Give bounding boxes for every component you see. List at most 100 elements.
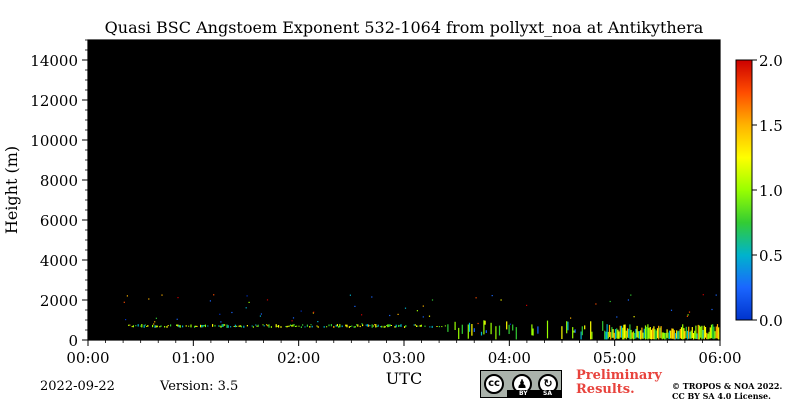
signal-segment <box>642 332 644 339</box>
signal-point <box>259 315 261 317</box>
signal-segment <box>221 324 223 327</box>
signal-point <box>213 294 215 296</box>
signal-point <box>148 298 150 300</box>
copyright-line-1: © TROPOS & NOA 2022. <box>672 381 783 391</box>
signal-segment <box>356 324 358 326</box>
signal-segment <box>398 324 400 327</box>
y-tick-label: 12000 <box>30 92 78 110</box>
signal-segment <box>644 325 647 340</box>
signal-segment <box>351 325 353 327</box>
signal-segment <box>243 325 245 328</box>
attribution-icon: ♟ <box>512 374 532 394</box>
signal-segment <box>268 324 270 328</box>
version-label: Version: 3.5 <box>160 379 239 394</box>
signal-segment <box>573 330 575 333</box>
sa-label: SA <box>543 390 552 397</box>
signal-segment <box>591 331 593 340</box>
signal-segment <box>234 324 236 328</box>
signal-segment <box>438 326 440 328</box>
signal-segment <box>495 326 497 340</box>
signal-segment <box>508 324 510 334</box>
signal-point <box>125 319 127 321</box>
signal-point <box>354 305 356 307</box>
signal-segment <box>204 324 206 328</box>
preliminary-notice: Preliminary Results. <box>576 369 662 397</box>
signal-point <box>416 310 418 312</box>
signal-point <box>670 309 673 311</box>
signal-segment <box>661 332 663 340</box>
signal-point <box>687 314 689 316</box>
signal-segment <box>276 325 278 327</box>
signal-segment <box>368 324 370 327</box>
cc-license-badge[interactable]: cc ♟ ↻ BY SA <box>480 370 562 398</box>
signal-point <box>266 299 269 301</box>
signal-segment <box>658 325 660 340</box>
signal-segment <box>388 324 390 327</box>
signal-segment <box>628 328 630 339</box>
signal-segment <box>626 328 629 338</box>
signal-segment <box>414 324 416 326</box>
signal-segment <box>341 325 343 328</box>
signal-point <box>422 316 424 318</box>
signal-segment <box>270 326 272 328</box>
signal-segment <box>366 324 368 327</box>
signal-segment <box>369 325 371 327</box>
signal-segment <box>653 326 655 340</box>
signal-segment <box>176 324 178 326</box>
license-strip: BY SA <box>507 390 562 397</box>
signal-segment <box>354 326 356 328</box>
signal-segment <box>650 329 653 340</box>
signal-segment <box>631 332 633 339</box>
signal-segment <box>164 326 166 328</box>
signal-point <box>161 294 163 296</box>
signal-segment <box>179 325 181 328</box>
signal-segment <box>691 327 693 339</box>
signal-segment <box>441 326 443 328</box>
signal-segment <box>293 324 295 326</box>
signal-segment <box>275 324 277 328</box>
signal-segment <box>224 324 226 326</box>
signal-segment <box>152 324 154 328</box>
signal-segment <box>194 325 196 328</box>
signal-segment <box>618 331 620 339</box>
signal-point <box>404 307 407 309</box>
signal-segment <box>656 328 659 339</box>
signal-segment <box>590 321 592 340</box>
preliminary-line-2: Results. <box>576 382 635 397</box>
signal-segment <box>280 326 282 328</box>
signal-segment <box>666 329 668 338</box>
signal-segment <box>188 325 190 327</box>
signal-segment <box>682 324 684 340</box>
signal-point <box>260 313 262 315</box>
signal-segment <box>338 326 340 328</box>
signal-segment <box>671 328 673 339</box>
plot-area <box>88 40 720 340</box>
signal-segment <box>490 322 492 335</box>
signal-segment <box>623 324 625 340</box>
signal-segment <box>348 326 350 328</box>
signal-segment <box>376 326 378 328</box>
signal-segment <box>288 325 290 327</box>
signal-segment <box>309 326 311 328</box>
signal-segment <box>292 324 294 327</box>
signal-segment <box>263 325 265 327</box>
signal-segment <box>291 325 293 327</box>
y-axis-label: Height (m) <box>2 146 21 234</box>
signal-segment <box>381 325 383 328</box>
signal-segment <box>471 324 473 336</box>
signal-segment <box>662 332 665 339</box>
y-tick-label: 4000 <box>40 252 78 270</box>
signal-point <box>361 323 363 325</box>
signal-segment <box>696 333 698 339</box>
x-tick-label: 04:00 <box>488 349 531 367</box>
signal-point <box>616 316 618 318</box>
signal-segment <box>203 325 205 326</box>
copyright-notice: © TROPOS & NOA 2022. CC BY SA 4.0 Licens… <box>672 381 782 401</box>
signal-segment <box>716 324 719 339</box>
signal-segment <box>195 325 197 327</box>
signal-point <box>291 320 293 322</box>
signal-segment <box>613 332 615 340</box>
signal-segment <box>668 330 671 339</box>
signal-segment <box>672 328 674 339</box>
